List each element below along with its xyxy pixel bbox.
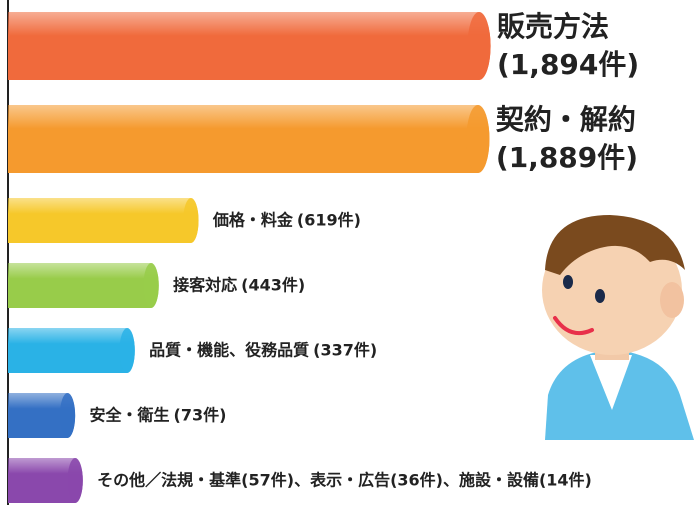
bar	[8, 198, 199, 243]
bar-cap	[143, 263, 159, 308]
category-label: 安全・衛生 (73件)	[89, 405, 226, 424]
category-label: 価格・料金 (619件)	[212, 210, 361, 229]
bar	[8, 328, 135, 373]
category-label: 契約・解約	[496, 103, 636, 136]
bar	[8, 393, 76, 438]
category-label: 販売方法	[497, 10, 609, 43]
bar-cap	[67, 458, 83, 503]
bar-cap	[183, 198, 199, 243]
category-label: その他／法規・基準(57件)、表示・広告(36件)、施設・設備(14件)	[97, 470, 592, 489]
bar-cap	[467, 12, 491, 80]
person	[542, 215, 694, 440]
bar	[8, 12, 491, 80]
bar-cap	[466, 105, 490, 173]
bar	[8, 263, 159, 308]
bar-cap	[119, 328, 135, 373]
value-label: (1,894件)	[497, 48, 639, 81]
bar	[8, 105, 490, 173]
bar	[8, 458, 83, 503]
value-label: (1,889件)	[496, 141, 638, 174]
category-label: 接客対応 (443件)	[173, 275, 305, 294]
bar-cap	[59, 393, 76, 438]
category-label: 品質・機能、役務品質 (337件)	[149, 340, 377, 359]
